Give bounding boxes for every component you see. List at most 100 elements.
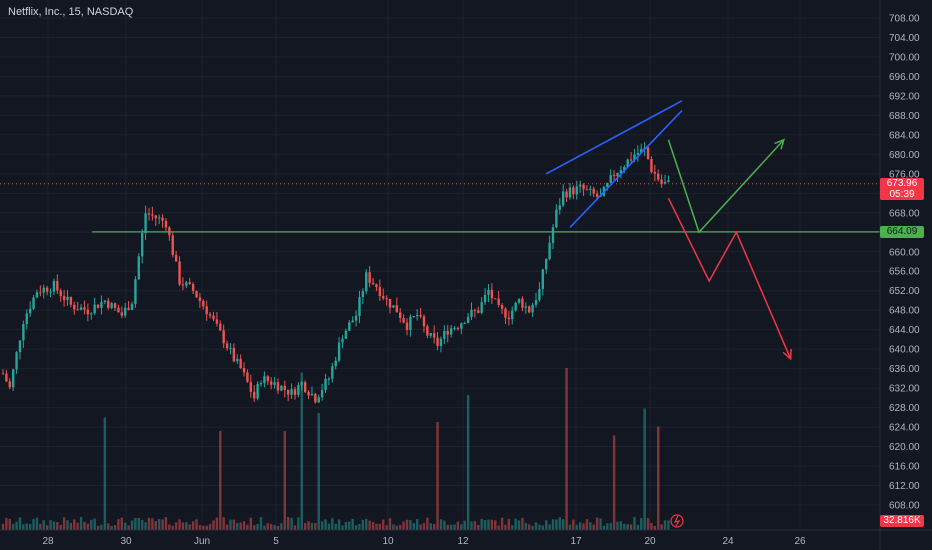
volume-bar bbox=[8, 518, 11, 530]
volume-bar bbox=[660, 524, 663, 530]
candle bbox=[154, 215, 157, 219]
candle bbox=[202, 300, 205, 307]
candle bbox=[344, 330, 348, 339]
volume-bar bbox=[395, 525, 399, 530]
volume-bar bbox=[436, 422, 439, 530]
candle bbox=[497, 298, 500, 306]
candle bbox=[62, 296, 66, 300]
candle bbox=[130, 303, 134, 310]
candle bbox=[402, 317, 405, 323]
candle bbox=[151, 214, 154, 216]
dividend-icon-bolt bbox=[673, 515, 681, 527]
candle bbox=[117, 307, 120, 313]
volume-bar bbox=[171, 525, 174, 530]
candle bbox=[246, 372, 249, 383]
volume-bar bbox=[79, 517, 83, 530]
current-price-value: 673.96 bbox=[886, 178, 918, 189]
volume-bar bbox=[551, 519, 555, 530]
volume-bar bbox=[191, 521, 195, 530]
candle bbox=[371, 282, 375, 285]
volume-bar bbox=[626, 524, 629, 530]
volume-bar bbox=[300, 372, 303, 530]
candle bbox=[534, 300, 538, 305]
candle bbox=[348, 322, 351, 331]
candle bbox=[164, 220, 168, 228]
volume-bar bbox=[39, 523, 42, 530]
time-axis-label: 17 bbox=[570, 536, 582, 547]
volume-bar bbox=[22, 524, 25, 530]
candle bbox=[212, 315, 215, 320]
volume-bar bbox=[609, 523, 612, 530]
volume-bar bbox=[548, 524, 551, 530]
volume-bar bbox=[565, 368, 568, 530]
volume-bar bbox=[181, 522, 185, 530]
volume-bar bbox=[86, 523, 90, 530]
volume-bar bbox=[348, 521, 351, 530]
candle bbox=[561, 191, 565, 206]
volume-bar bbox=[253, 525, 256, 530]
candle bbox=[453, 327, 456, 329]
volume-bar bbox=[286, 517, 290, 530]
time-axis-label: 26 bbox=[794, 536, 806, 547]
volume-bar bbox=[663, 520, 667, 530]
candle bbox=[93, 304, 96, 314]
volume-bar bbox=[236, 522, 239, 530]
volume-bar bbox=[487, 519, 490, 530]
candle bbox=[181, 284, 185, 286]
candle bbox=[100, 302, 103, 308]
candle bbox=[310, 393, 314, 396]
volume-bar bbox=[130, 520, 134, 530]
candle bbox=[222, 330, 225, 344]
volume-bar bbox=[219, 431, 222, 530]
volume-bar bbox=[134, 517, 137, 530]
volume-bar bbox=[185, 522, 188, 530]
candle bbox=[273, 382, 276, 385]
current-price-tag: 673.96 05:39 bbox=[880, 178, 924, 200]
volume-bar bbox=[56, 522, 59, 530]
volume-bar bbox=[42, 520, 45, 530]
volume-bar bbox=[456, 521, 460, 530]
candle bbox=[507, 317, 511, 320]
volume-bar bbox=[324, 519, 327, 530]
volume-bar bbox=[52, 521, 56, 530]
volume-bar bbox=[35, 517, 39, 530]
candle bbox=[473, 309, 477, 311]
candle bbox=[178, 261, 181, 285]
volume-bar bbox=[107, 523, 110, 530]
volume-bar bbox=[314, 523, 317, 530]
volume-bar bbox=[534, 522, 538, 530]
candle bbox=[585, 189, 589, 191]
volume-bar bbox=[212, 520, 215, 530]
volume-bar bbox=[59, 524, 62, 530]
volume-bar bbox=[538, 524, 541, 530]
volume-bar bbox=[541, 525, 545, 530]
candle bbox=[314, 393, 317, 403]
volume-bar bbox=[18, 517, 22, 530]
volume-bar bbox=[514, 518, 517, 530]
candle bbox=[531, 304, 534, 313]
volume-bar bbox=[188, 524, 191, 530]
candle bbox=[320, 390, 324, 398]
volume-bar bbox=[259, 517, 263, 530]
volume-bar bbox=[293, 525, 297, 530]
candle bbox=[256, 383, 259, 399]
candle bbox=[514, 302, 517, 311]
volume-bar bbox=[266, 523, 270, 530]
volume-bar bbox=[273, 525, 276, 530]
candle bbox=[79, 307, 83, 310]
volume-bar bbox=[612, 435, 616, 530]
candle bbox=[90, 313, 93, 315]
volume-bar bbox=[151, 518, 154, 530]
candle bbox=[477, 310, 480, 313]
volume-bar bbox=[49, 520, 52, 530]
candle bbox=[575, 186, 578, 195]
candle bbox=[483, 294, 487, 303]
price-axis-label: 616.00 bbox=[889, 462, 920, 473]
volume-bar bbox=[368, 520, 371, 530]
candle bbox=[582, 184, 585, 190]
volume-bar bbox=[147, 517, 151, 530]
wedge-line bbox=[569, 109, 683, 228]
volume-bar bbox=[303, 523, 307, 530]
volume-bar bbox=[239, 522, 242, 530]
